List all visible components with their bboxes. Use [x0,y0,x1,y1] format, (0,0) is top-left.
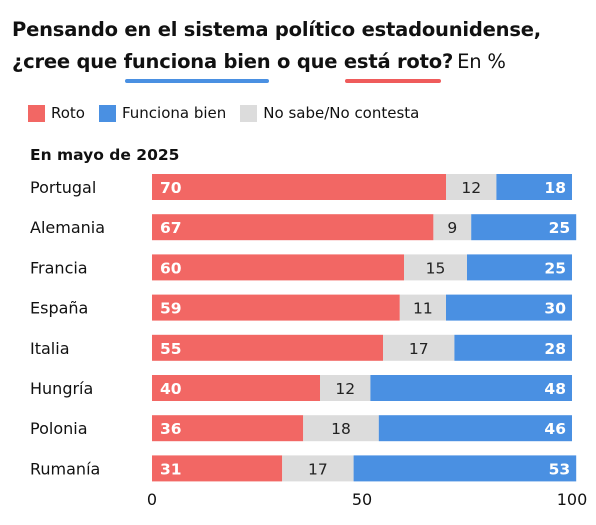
data-label-funciona-bien-rumania: 53 [549,460,571,478]
data-label-no-sabe-no-contesta-hungria: 12 [335,380,355,398]
data-label-funciona-bien-espana: 30 [544,300,566,318]
bar-funciona-bien-polonia [379,415,572,441]
data-label-no-sabe-no-contesta-portugal: 12 [461,179,481,197]
bar-roto-espana [152,295,400,321]
data-label-roto-alemania: 67 [160,219,182,237]
data-label-no-sabe-no-contesta-polonia: 18 [331,420,351,438]
bar-funciona-bien-hungria [370,375,572,401]
category-label-polonia: Polonia [30,419,88,438]
data-label-funciona-bien-portugal: 18 [544,179,566,197]
data-label-funciona-bien-alemania: 25 [549,219,571,237]
bar-roto-portugal [152,174,446,200]
data-label-funciona-bien-italia: 28 [544,340,566,358]
data-label-funciona-bien-francia: 25 [544,259,566,277]
data-label-no-sabe-no-contesta-alemania: 9 [447,219,457,237]
data-label-no-sabe-no-contesta-francia: 15 [426,259,446,277]
data-label-roto-francia: 60 [160,259,182,277]
category-label-espana: España [30,299,88,318]
category-label-rumania: Rumanía [30,459,100,478]
x-tick-label-100: 100 [557,490,588,509]
category-label-francia: Francia [30,258,88,277]
category-label-alemania: Alemania [30,218,105,237]
category-label-italia: Italia [30,339,70,358]
category-label-portugal: Portugal [30,178,96,197]
bar-roto-italia [152,335,383,361]
bar-funciona-bien-rumania [354,455,577,481]
data-label-roto-espana: 59 [160,300,182,318]
bar-roto-francia [152,254,404,280]
data-label-no-sabe-no-contesta-rumania: 17 [308,460,328,478]
data-label-roto-rumania: 31 [160,460,182,478]
x-tick-label-50: 50 [352,490,372,509]
data-label-funciona-bien-polonia: 46 [544,420,566,438]
data-label-no-sabe-no-contesta-espana: 11 [413,300,433,318]
category-label-hungria: Hungría [30,379,93,398]
data-label-roto-portugal: 70 [160,179,182,197]
data-label-roto-italia: 55 [160,340,182,358]
data-label-roto-hungria: 40 [160,380,182,398]
bar-roto-alemania [152,214,433,240]
data-label-roto-polonia: 36 [160,420,182,438]
data-label-no-sabe-no-contesta-italia: 17 [409,340,429,358]
data-label-funciona-bien-hungria: 48 [544,380,566,398]
x-tick-label-0: 0 [147,490,157,509]
